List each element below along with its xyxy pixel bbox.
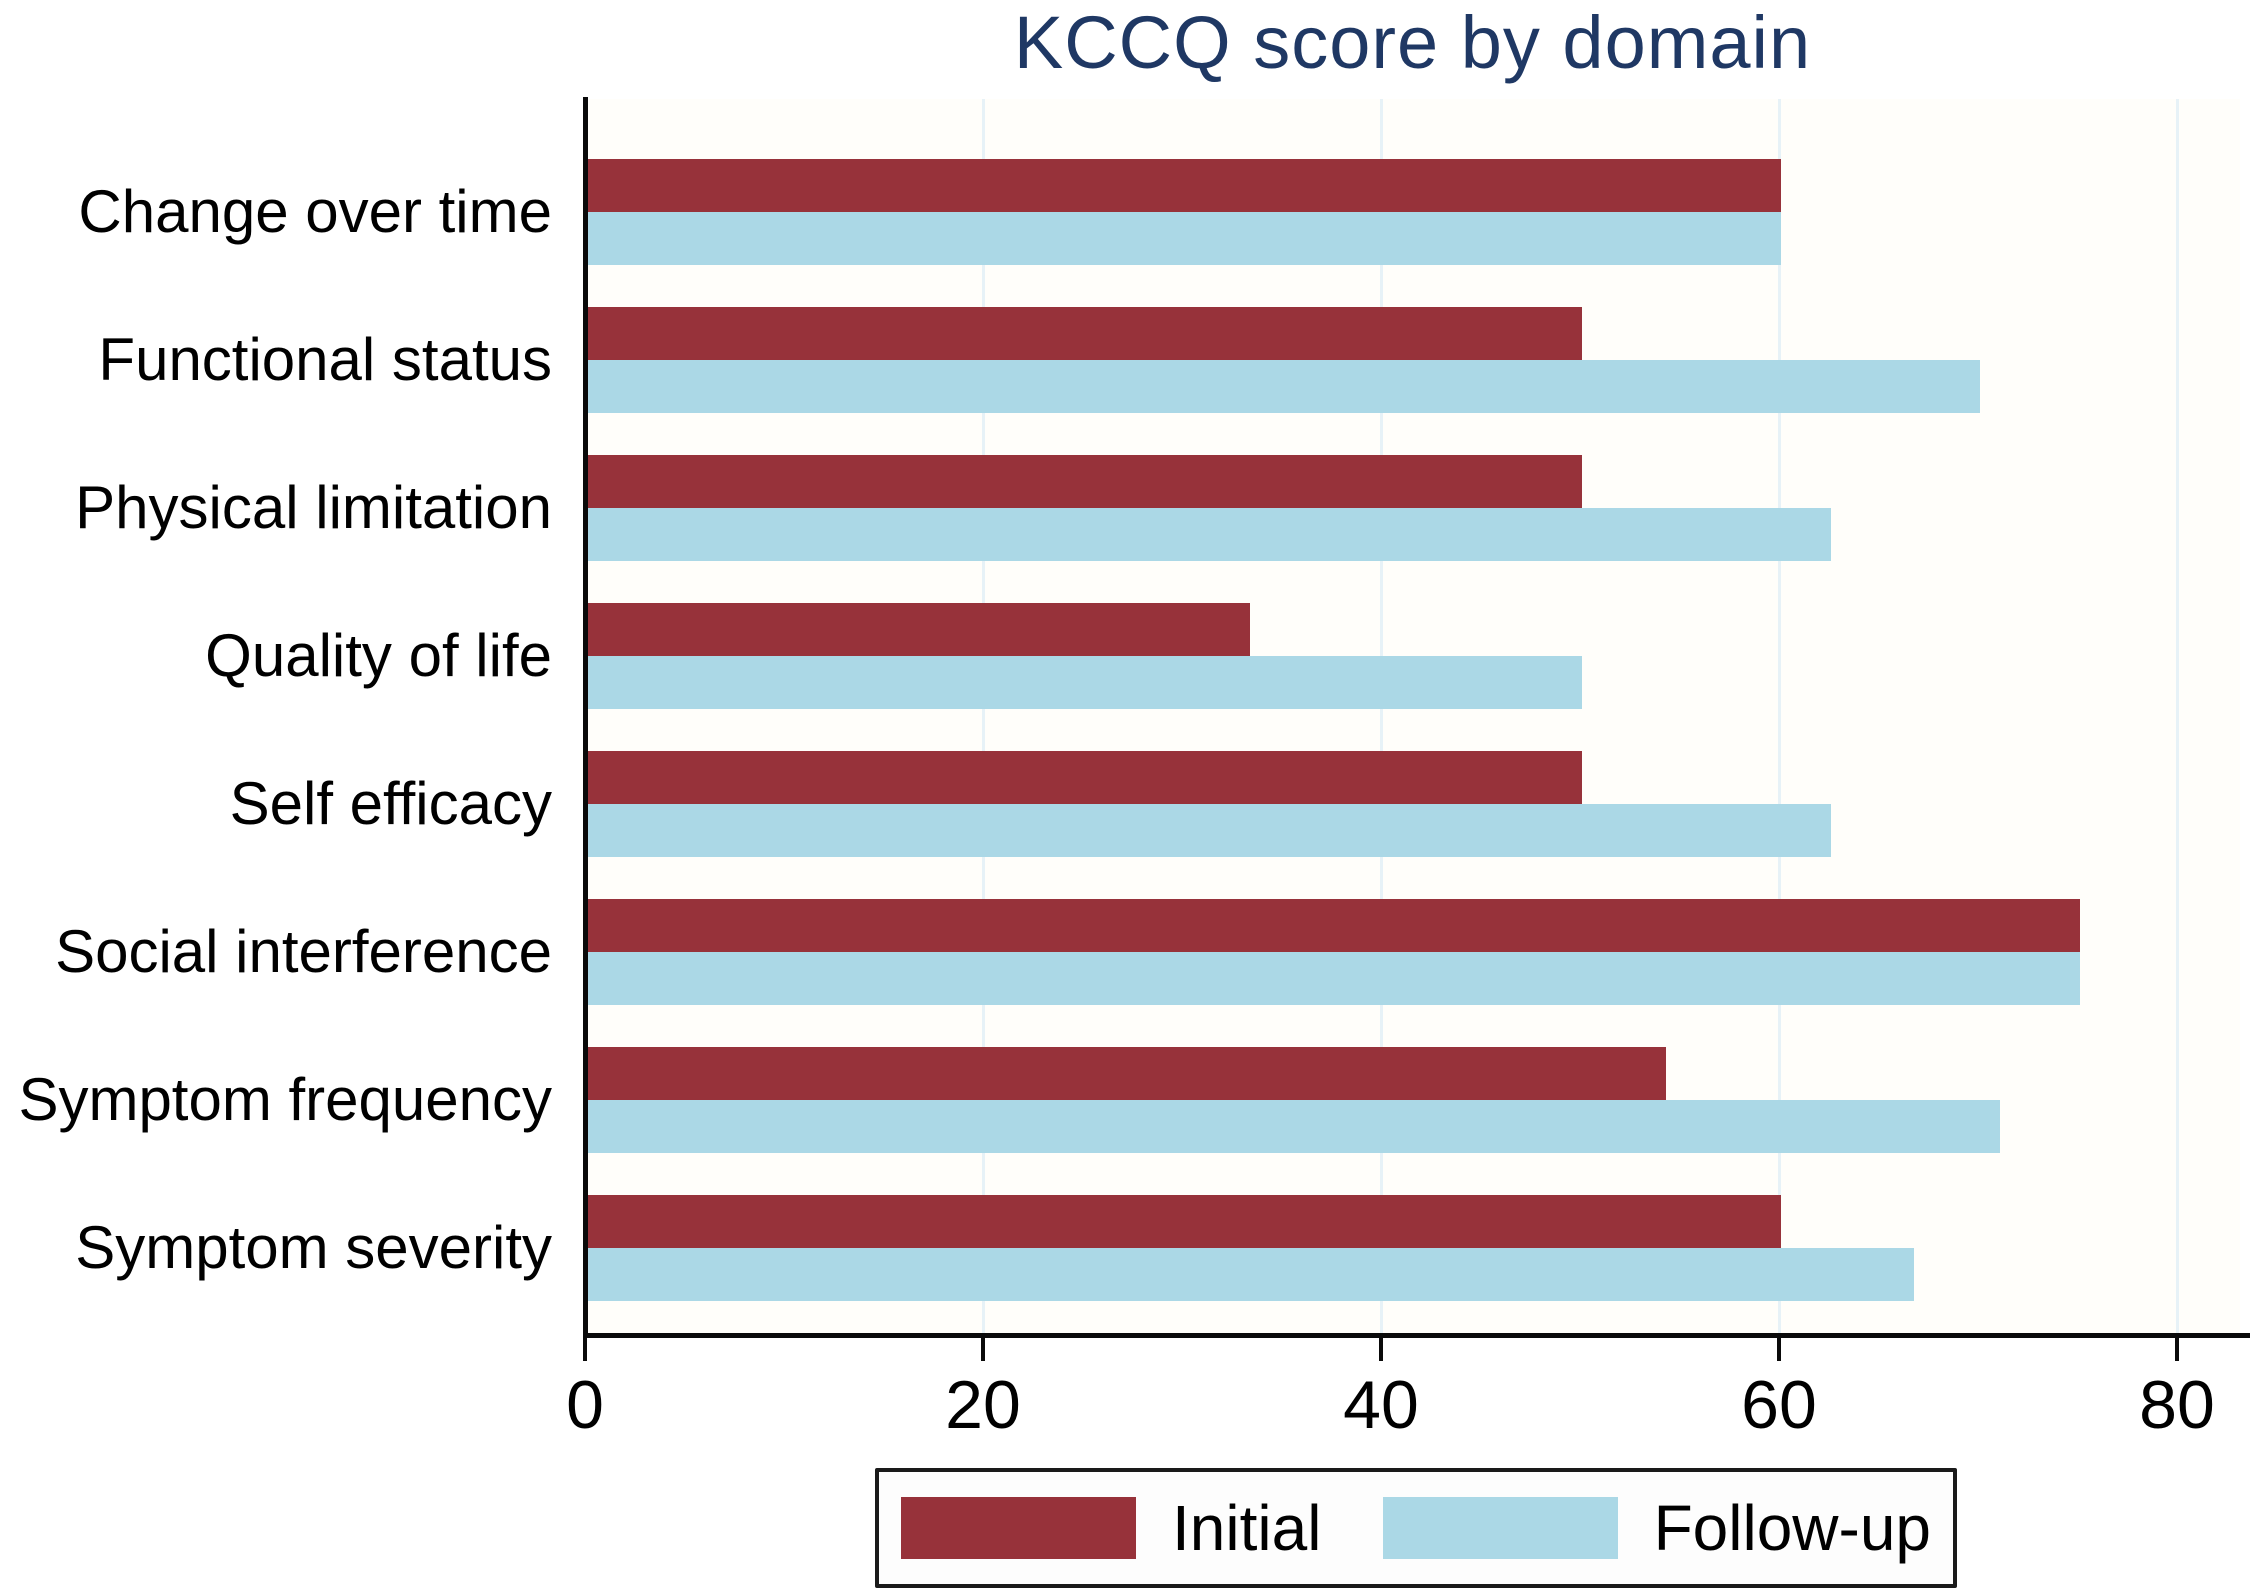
gridline-20 [982, 99, 985, 1333]
legend-entry-followup: Follow-up [1382, 1491, 1931, 1565]
bar-initial [587, 603, 1250, 656]
legend-label-initial: Initial [1172, 1492, 1322, 1564]
bar-follow-up [587, 656, 1582, 709]
tick-label-80: 80 [2139, 1367, 2215, 1443]
bar-initial [587, 307, 1582, 360]
category-label: Social interference [55, 918, 552, 985]
tick-label-60: 60 [1741, 1367, 1817, 1443]
bar-follow-up [587, 1248, 1915, 1301]
legend-entry-initial: Initial [901, 1491, 1321, 1565]
bar-follow-up [587, 360, 1980, 413]
tick-mark-80 [2175, 1338, 2179, 1361]
tick-label-20: 20 [945, 1367, 1021, 1443]
tick-mark-0 [583, 1338, 587, 1361]
bar-follow-up [587, 212, 1781, 265]
bar-initial [587, 751, 1582, 804]
category-label: Quality of life [205, 622, 552, 689]
category-label: Self efficacy [229, 770, 552, 837]
category-label: Change over time [78, 178, 552, 245]
bar-follow-up [587, 952, 2080, 1005]
tick-label-0: 0 [566, 1367, 604, 1443]
tick-mark-20 [981, 1338, 985, 1361]
y-axis-line [583, 97, 588, 1338]
bar-initial [587, 1047, 1666, 1100]
bar-initial [587, 899, 2080, 952]
legend-label-followup: Follow-up [1653, 1492, 1931, 1564]
tick-mark-40 [1379, 1338, 1383, 1361]
bar-follow-up [587, 804, 1831, 857]
tick-mark-60 [1777, 1338, 1781, 1361]
gridline-80 [2176, 99, 2179, 1333]
legend: Initial Follow-up [875, 1468, 1957, 1588]
bar-follow-up [587, 1100, 2000, 1153]
category-label: Symptom frequency [18, 1066, 552, 1133]
gridline-60 [1778, 99, 1781, 1333]
category-label: Symptom severity [75, 1214, 552, 1281]
category-label: Functional status [98, 326, 552, 393]
chart-title: KCCQ score by domain [1013, 1, 1812, 84]
category-label: Physical limitation [75, 474, 552, 541]
bar-initial [587, 1195, 1781, 1248]
bar-follow-up [587, 508, 1831, 561]
gridline-40 [1380, 99, 1383, 1333]
legend-swatch-initial [901, 1497, 1136, 1559]
bar-initial [587, 159, 1781, 212]
x-axis-line [583, 1333, 2250, 1338]
tick-label-40: 40 [1343, 1367, 1419, 1443]
bar-initial [587, 455, 1582, 508]
legend-swatch-followup [1382, 1497, 1618, 1559]
